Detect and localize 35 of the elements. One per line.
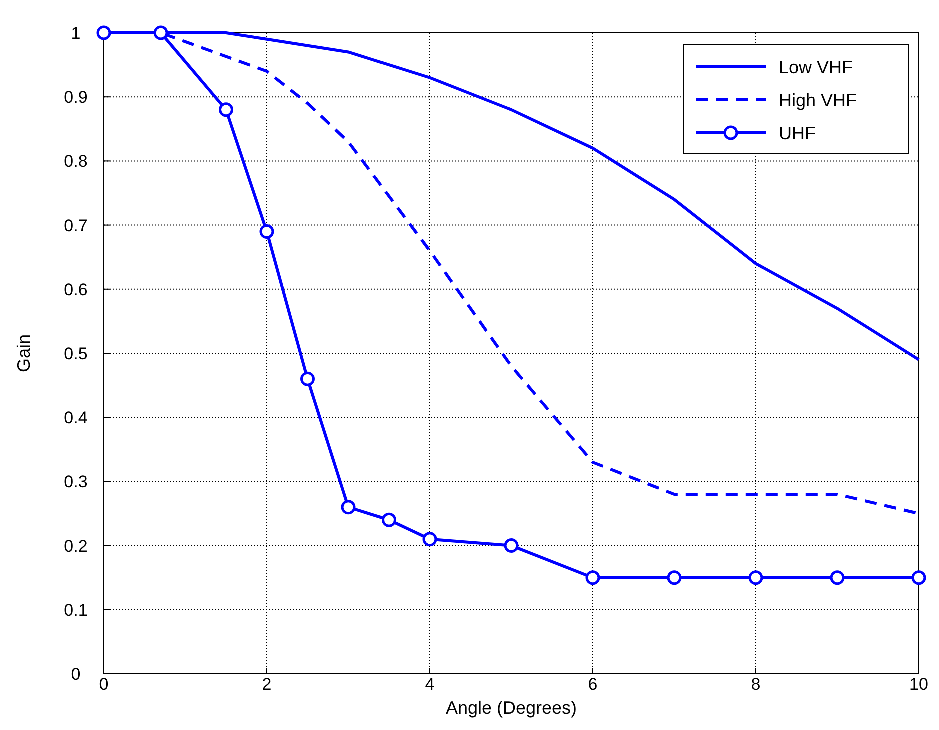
legend-label: UHF <box>779 123 816 144</box>
y-tick-label: 0.3 <box>64 472 88 492</box>
point <box>300 372 315 386</box>
point <box>219 102 234 118</box>
point <box>504 538 519 554</box>
y-tick-label: 0.6 <box>64 280 88 300</box>
y-tick-label: 0.9 <box>64 88 88 108</box>
point <box>586 570 600 586</box>
y-tick-label: 0.4 <box>64 408 88 428</box>
y-axis-title: Gain <box>14 334 34 373</box>
point <box>667 570 682 586</box>
x-tick-label: 0 <box>99 675 109 694</box>
x-tick-label: 2 <box>262 675 272 694</box>
y-tick-label: 0.2 <box>64 536 88 556</box>
point <box>154 26 168 40</box>
y-tick-label: 0.1 <box>64 600 88 620</box>
y-tick-label: 0.5 <box>64 344 88 364</box>
point <box>260 224 274 239</box>
x-tick-label: 6 <box>588 675 598 694</box>
point <box>341 500 356 515</box>
point <box>748 570 764 586</box>
point <box>912 570 926 586</box>
legend-label: High VHF <box>779 90 858 110</box>
point <box>382 512 396 528</box>
x-tick-label: 4 <box>425 675 435 694</box>
x-axis-title: Angle (Degrees) <box>446 698 578 718</box>
point <box>422 532 438 547</box>
y-tick-label: 1 <box>71 24 81 43</box>
x-tick-label: 8 <box>751 675 761 694</box>
point <box>830 570 845 586</box>
point <box>96 26 112 40</box>
y-tick-label: 0.8 <box>64 152 88 172</box>
x-tick-label: 10 <box>910 675 928 694</box>
legend-label: Low VHF <box>779 57 854 78</box>
y-tick-label: 0.7 <box>64 216 88 236</box>
